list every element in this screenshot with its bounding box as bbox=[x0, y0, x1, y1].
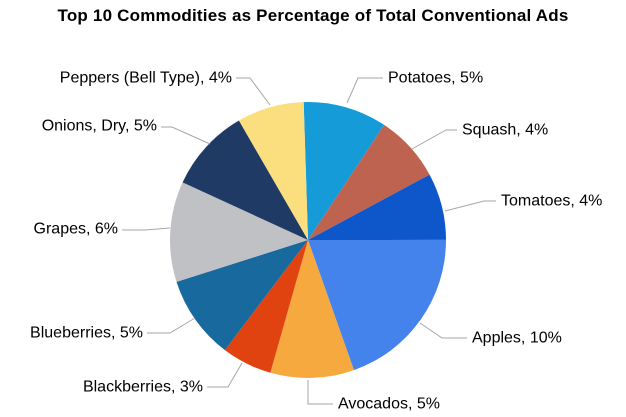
slice-label-squash: Squash, 4% bbox=[462, 122, 548, 139]
pie-slice-onions-dry bbox=[182, 120, 308, 240]
slice-label-blueberries: Blueberries, 5% bbox=[30, 325, 143, 342]
leader-line-onions-dry bbox=[161, 126, 211, 145]
chart-title: Top 10 Commodities as Percentage of Tota… bbox=[57, 6, 569, 25]
slice-label-onions-dry: Onions, Dry, 5% bbox=[42, 118, 157, 135]
pie-slice-peppers-bell-type bbox=[238, 102, 308, 240]
slice-label-blackberries: Blackberries, 3% bbox=[83, 379, 203, 396]
slice-label-tomatoes: Tomatoes, 4% bbox=[501, 193, 602, 210]
leader-line-tomatoes bbox=[444, 200, 496, 212]
leader-line-potatoes bbox=[346, 77, 383, 104]
slice-label-potatoes: Potatoes, 5% bbox=[388, 70, 483, 87]
slice-label-grapes: Grapes, 6% bbox=[34, 221, 118, 238]
pie-slice-grapes bbox=[170, 182, 308, 282]
pie-slice-apples bbox=[308, 239, 447, 371]
pie-slice-squash bbox=[308, 124, 430, 240]
pie-slice-blueberries bbox=[176, 240, 308, 351]
leader-line-peppers-bell-type bbox=[236, 77, 271, 106]
pie-slice-tomatoes bbox=[308, 174, 446, 240]
slice-label-avocados: Avocados, 5% bbox=[338, 396, 440, 413]
leader-line-squash bbox=[411, 129, 457, 150]
slice-label-peppers-bell-type: Peppers (Bell Type), 4% bbox=[60, 70, 232, 87]
leader-line-blackberries bbox=[207, 362, 243, 388]
leader-line-grapes bbox=[122, 227, 171, 231]
pie-slice-avocados bbox=[270, 240, 354, 379]
leader-line-avocados bbox=[307, 380, 333, 405]
leader-line-blueberries bbox=[147, 317, 196, 334]
pie-slice-blackberries bbox=[224, 240, 308, 373]
slice-label-apples: Apples, 10% bbox=[472, 330, 562, 347]
leader-line-apples bbox=[419, 322, 467, 339]
pie-slice-potatoes bbox=[303, 102, 385, 240]
